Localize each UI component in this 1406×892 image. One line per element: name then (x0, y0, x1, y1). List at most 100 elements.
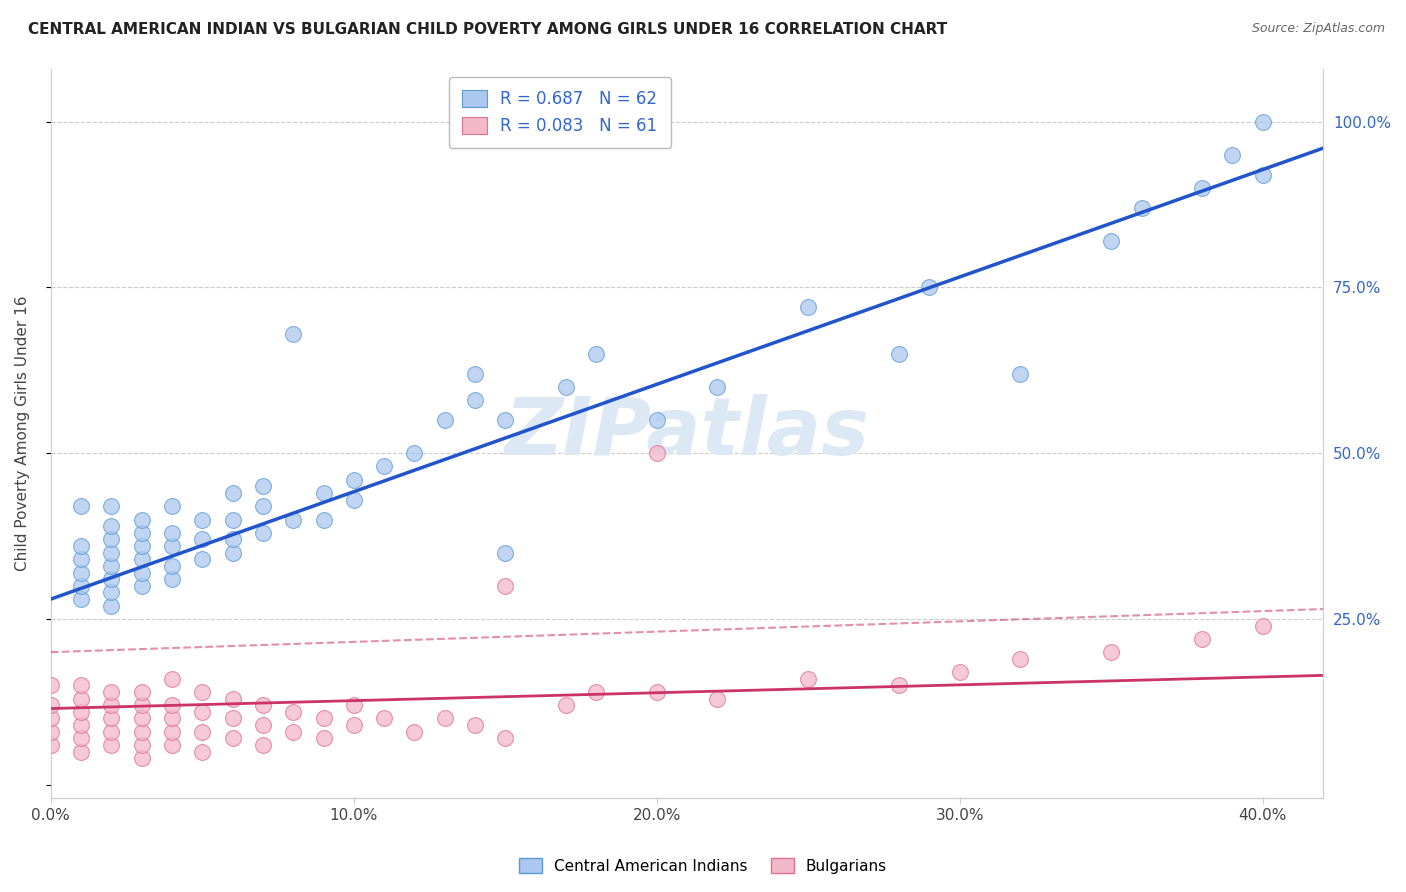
Point (494, 546, 516, 560)
Point (1222, 147, 1244, 161)
Point (918, 280, 941, 294)
Point (343, 718, 366, 732)
Point (100, 533, 122, 547)
Point (252, 479, 274, 493)
Point (1010, 367, 1032, 381)
Point (191, 685, 214, 699)
Point (70, 500, 93, 514)
Point (131, 539, 153, 553)
Point (1251, 114, 1274, 128)
Point (887, 347, 910, 361)
Point (100, 685, 122, 699)
Point (100, 519, 122, 533)
Point (39, 711, 62, 725)
Point (494, 413, 516, 427)
Point (100, 711, 122, 725)
Point (70, 745, 93, 759)
Point (39, 678, 62, 692)
Point (706, 380, 728, 394)
Point (433, 413, 456, 427)
Point (221, 486, 243, 500)
Point (70, 539, 93, 553)
Point (797, 672, 820, 686)
Point (191, 745, 214, 759)
Point (343, 473, 366, 487)
Point (554, 698, 576, 713)
Point (343, 698, 366, 713)
Point (191, 724, 214, 739)
Point (887, 678, 910, 692)
Point (131, 512, 153, 526)
Point (283, 724, 305, 739)
Point (70, 552, 93, 566)
Point (160, 738, 183, 752)
Point (100, 738, 122, 752)
Point (343, 492, 366, 507)
Point (131, 685, 153, 699)
Point (160, 698, 183, 713)
Point (706, 691, 728, 706)
Point (221, 711, 243, 725)
Point (1191, 181, 1213, 195)
Point (645, 413, 668, 427)
Point (131, 751, 153, 765)
Point (433, 711, 456, 725)
Point (1251, 168, 1274, 182)
Point (1099, 234, 1122, 248)
Point (39, 724, 62, 739)
Point (100, 572, 122, 586)
Point (131, 579, 153, 593)
Legend: Central American Indians, Bulgarians: Central American Indians, Bulgarians (513, 852, 893, 880)
Point (252, 500, 274, 514)
Text: Source: ZipAtlas.com: Source: ZipAtlas.com (1251, 22, 1385, 36)
Point (131, 724, 153, 739)
Point (191, 512, 214, 526)
Point (131, 552, 153, 566)
Point (949, 665, 972, 679)
Point (1191, 632, 1213, 646)
Point (100, 500, 122, 514)
Point (160, 500, 183, 514)
Point (131, 711, 153, 725)
Point (464, 718, 486, 732)
Point (404, 724, 426, 739)
Point (160, 572, 183, 586)
Point (221, 731, 243, 746)
Point (404, 446, 426, 460)
Point (100, 724, 122, 739)
Point (70, 718, 93, 732)
Text: CENTRAL AMERICAN INDIAN VS BULGARIAN CHILD POVERTY AMONG GIRLS UNDER 16 CORRELAT: CENTRAL AMERICAN INDIAN VS BULGARIAN CHI… (28, 22, 948, 37)
Point (131, 566, 153, 580)
Point (252, 698, 274, 713)
Point (283, 326, 305, 341)
Point (494, 579, 516, 593)
Point (312, 512, 335, 526)
Point (70, 678, 93, 692)
Point (283, 705, 305, 719)
Point (312, 731, 335, 746)
Point (283, 512, 305, 526)
Point (191, 705, 214, 719)
Point (160, 672, 183, 686)
Point (70, 579, 93, 593)
Point (221, 533, 243, 547)
Point (131, 738, 153, 752)
Point (191, 533, 214, 547)
Point (70, 691, 93, 706)
Point (221, 546, 243, 560)
Point (645, 685, 668, 699)
Point (585, 347, 607, 361)
Y-axis label: Child Poverty Among Girls Under 16: Child Poverty Among Girls Under 16 (15, 295, 30, 571)
Point (1130, 201, 1153, 215)
Point (160, 724, 183, 739)
Point (160, 525, 183, 540)
Point (160, 711, 183, 725)
Point (100, 546, 122, 560)
Point (464, 393, 486, 408)
Point (554, 380, 576, 394)
Point (221, 512, 243, 526)
Point (131, 525, 153, 540)
Text: ZIPatlas: ZIPatlas (505, 394, 869, 472)
Point (100, 698, 122, 713)
Point (312, 711, 335, 725)
